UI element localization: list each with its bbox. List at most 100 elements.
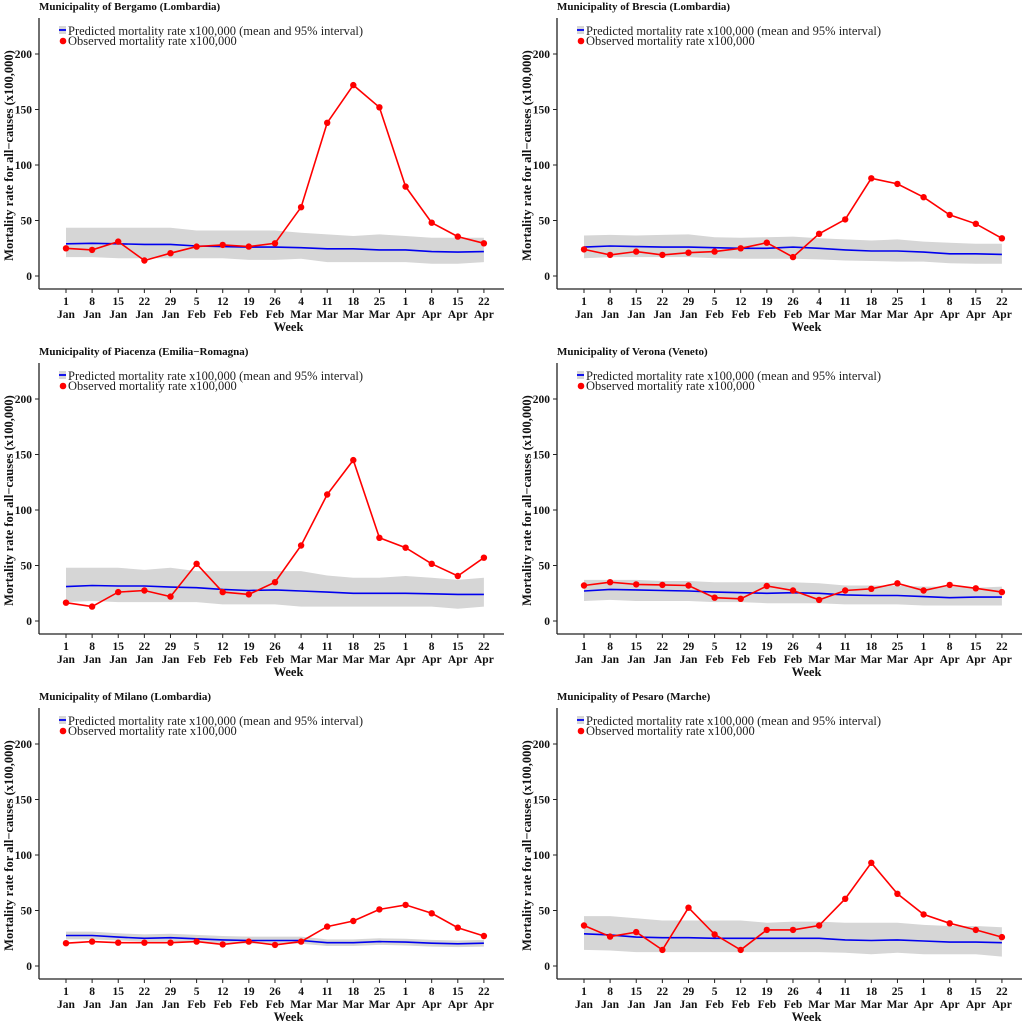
observed-point bbox=[245, 591, 252, 598]
x-tick-label-month: Apr bbox=[396, 309, 416, 321]
x-tick-label-month: Apr bbox=[914, 309, 934, 321]
x-tick-label-month: Feb bbox=[213, 309, 232, 321]
y-tick-label: 0 bbox=[544, 271, 550, 283]
observed-point bbox=[167, 250, 174, 257]
observed-point bbox=[115, 939, 122, 946]
legend-observed-label: Observed mortality rate x100,000 bbox=[586, 724, 755, 738]
x-tick-label-month: Feb bbox=[240, 309, 259, 321]
observed-point bbox=[376, 534, 383, 541]
y-tick-label: 200 bbox=[533, 49, 551, 61]
legend: Predicted mortality rate x100,000 (mean … bbox=[577, 24, 881, 48]
observed-point bbox=[763, 582, 770, 590]
x-tick-label-month: Apr bbox=[474, 999, 494, 1011]
x-tick-label-month: Jan bbox=[57, 309, 76, 321]
x-tick-label-day: 11 bbox=[322, 986, 333, 998]
panel-title: Municipality of Brescia (Lombardia) bbox=[557, 1, 730, 13]
x-tick-label-day: 18 bbox=[866, 986, 878, 998]
x-tick-label-month: Feb bbox=[187, 654, 206, 666]
x-tick-label-day: 15 bbox=[452, 296, 464, 308]
x-tick-label-month: Jan bbox=[135, 999, 154, 1011]
observed-point bbox=[946, 581, 953, 589]
observed-point bbox=[606, 251, 614, 259]
x-tick-label-day: 1 bbox=[581, 641, 587, 653]
x-tick-label-month: Apr bbox=[474, 309, 494, 321]
observed-point bbox=[737, 946, 744, 954]
x-tick-label-day: 26 bbox=[787, 986, 799, 998]
x-tick-label-month: Feb bbox=[758, 654, 777, 666]
x-tick-label-month: Jan bbox=[135, 309, 154, 321]
chart-panel: Municipality of Pesaro (Marche) Mortality… bbox=[520, 691, 1022, 1024]
y-axis-label: Mortality rate for all−causes (x100,000) bbox=[2, 50, 16, 261]
x-tick-label-month: Jan bbox=[575, 654, 594, 666]
y-tick-label: 100 bbox=[533, 505, 551, 517]
x-tick-label-month: Jan bbox=[162, 309, 181, 321]
observed-point bbox=[324, 491, 331, 498]
observed-point bbox=[454, 233, 461, 240]
observed-point bbox=[633, 248, 640, 255]
observed-point bbox=[580, 582, 588, 589]
x-tick-label-day: 15 bbox=[112, 641, 124, 653]
x-tick-label-day: 25 bbox=[892, 641, 904, 653]
legend-observed-swatch bbox=[577, 727, 585, 735]
x-tick-label-day: 8 bbox=[429, 986, 435, 998]
observed-point bbox=[62, 940, 70, 947]
x-tick-label-month: Jan bbox=[601, 654, 620, 666]
x-tick-label-day: 15 bbox=[630, 986, 642, 998]
x-tick-label-day: 22 bbox=[996, 641, 1008, 653]
observed-point bbox=[711, 931, 718, 938]
x-tick-label-month: Feb bbox=[240, 654, 259, 666]
observed-point bbox=[842, 216, 849, 223]
y-tick-label: 100 bbox=[15, 505, 33, 517]
x-tick-label-day: 25 bbox=[892, 296, 904, 308]
legend-predicted-label: Predicted mortality rate x100,000 (mean … bbox=[586, 24, 881, 38]
y-tick-label: 50 bbox=[539, 561, 551, 573]
legend: Predicted mortality rate x100,000 (mean … bbox=[59, 714, 363, 738]
observed-point bbox=[193, 560, 200, 567]
x-tick-label-day: 4 bbox=[298, 641, 304, 653]
x-tick-label-day: 15 bbox=[452, 986, 464, 998]
x-tick-label-day: 8 bbox=[947, 986, 953, 998]
x-tick-label-day: 25 bbox=[892, 986, 904, 998]
observed-point bbox=[115, 588, 122, 596]
x-tick-label-month: Apr bbox=[448, 309, 468, 321]
x-tick-label-month: Feb bbox=[731, 999, 750, 1011]
x-tick-label-day: 12 bbox=[735, 641, 747, 653]
observed-point bbox=[920, 587, 927, 594]
x-tick-label-day: 15 bbox=[970, 641, 982, 653]
x-tick-label-day: 1 bbox=[63, 986, 69, 998]
x-tick-label-day: 12 bbox=[217, 296, 229, 308]
x-tick-label-day: 5 bbox=[194, 641, 200, 653]
x-tick-label-month: Apr bbox=[422, 999, 442, 1011]
x-tick-label-day: 22 bbox=[139, 986, 151, 998]
observed-point bbox=[920, 911, 927, 918]
observed-point bbox=[659, 946, 666, 954]
observed-point bbox=[402, 183, 409, 190]
x-tick-label-month: Jan bbox=[680, 654, 699, 666]
x-tick-label-day: 22 bbox=[478, 296, 490, 308]
x-tick-label-day: 12 bbox=[217, 641, 229, 653]
observed-point bbox=[324, 923, 331, 930]
y-axis-label: Mortality rate for all−causes (x100,000) bbox=[520, 740, 534, 951]
x-tick-label-month: Jan bbox=[601, 309, 620, 321]
y-tick-label: 150 bbox=[15, 450, 33, 462]
x-tick-label-day: 5 bbox=[712, 641, 718, 653]
x-tick-label-day: 11 bbox=[840, 986, 851, 998]
x-tick-label-month: Feb bbox=[758, 999, 777, 1011]
x-tick-label-month: Mar bbox=[290, 309, 312, 321]
x-tick-label-day: 8 bbox=[607, 296, 613, 308]
x-tick-label-month: Jan bbox=[627, 999, 646, 1011]
x-tick-label-day: 8 bbox=[429, 296, 435, 308]
x-tick-label-day: 1 bbox=[63, 641, 69, 653]
observed-point bbox=[88, 938, 96, 945]
observed-point bbox=[946, 211, 953, 219]
x-tick-label-day: 26 bbox=[269, 641, 281, 653]
x-tick-label-month: Feb bbox=[784, 309, 803, 321]
x-tick-label-month: Apr bbox=[474, 654, 494, 666]
observed-point bbox=[842, 587, 849, 594]
x-tick-label-month: Apr bbox=[422, 309, 442, 321]
observed-point bbox=[350, 456, 357, 464]
x-tick-label-day: 26 bbox=[787, 296, 799, 308]
legend-predicted-label: Predicted mortality rate x100,000 (mean … bbox=[68, 369, 363, 383]
x-tick-label-day: 26 bbox=[787, 641, 799, 653]
x-tick-label-month: Jan bbox=[109, 309, 128, 321]
